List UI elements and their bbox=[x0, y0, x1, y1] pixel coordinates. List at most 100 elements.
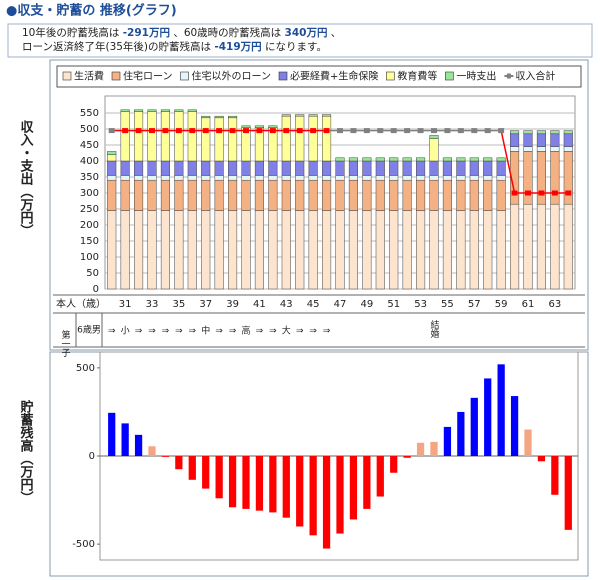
bar-segment bbox=[241, 125, 251, 128]
child-event: 大 bbox=[282, 325, 291, 337]
bar-segment bbox=[335, 179, 345, 211]
bar-segment bbox=[348, 157, 358, 162]
info-segment: 、60歳時の貯蓄残高は bbox=[170, 26, 285, 39]
bar-segment bbox=[442, 175, 452, 181]
bar-segment bbox=[510, 130, 520, 135]
bar-segment bbox=[174, 175, 184, 181]
x-tick-label: 57 bbox=[468, 299, 481, 310]
x-tick-label: 59 bbox=[495, 299, 508, 310]
y-tick-label: 100 bbox=[80, 252, 99, 263]
y-tick-label: 0 bbox=[93, 284, 99, 295]
bar-segment bbox=[536, 146, 546, 152]
bar bbox=[416, 442, 425, 456]
line-marker bbox=[229, 128, 236, 134]
line-marker bbox=[122, 128, 129, 134]
bar-segment bbox=[523, 130, 533, 135]
y-tick-label: 400 bbox=[80, 156, 99, 167]
info-segment: ローン返済終了年(35年後)の貯蓄残高は bbox=[22, 40, 214, 53]
bar-segment bbox=[268, 160, 278, 176]
row-label: 本人（歳） bbox=[56, 297, 106, 310]
bar-segment bbox=[563, 203, 573, 290]
bar-segment bbox=[375, 210, 385, 290]
line-marker bbox=[323, 128, 330, 134]
x-tick-label: 53 bbox=[414, 299, 427, 310]
child-event: ⇒ bbox=[215, 327, 223, 337]
line-marker bbox=[390, 128, 397, 134]
line-marker bbox=[363, 128, 370, 134]
child-event: ⇒ bbox=[269, 327, 277, 337]
bar-segment bbox=[389, 179, 399, 211]
bar-segment bbox=[335, 210, 345, 290]
y-axis-label: 貯蓄残高（万円） bbox=[18, 399, 35, 504]
bar-segment bbox=[254, 210, 264, 290]
y-tick-label: 500 bbox=[76, 363, 95, 374]
child-event: ⇒ bbox=[108, 327, 116, 337]
line-marker bbox=[149, 128, 155, 134]
bar-segment bbox=[483, 210, 493, 290]
info-box bbox=[7, 23, 593, 58]
y-tick-label: 250 bbox=[80, 204, 99, 215]
bar-segment bbox=[469, 179, 479, 211]
child-event: ⇒ bbox=[175, 327, 183, 337]
bar-segment bbox=[187, 175, 197, 181]
bar-segment bbox=[308, 115, 318, 162]
bar-segment bbox=[429, 210, 439, 290]
bar-segment bbox=[496, 160, 506, 176]
bar-segment bbox=[241, 160, 251, 176]
bar-segment bbox=[228, 175, 238, 181]
bar-segment bbox=[496, 179, 506, 211]
legend-swatch bbox=[506, 73, 511, 79]
bar-segment bbox=[174, 109, 184, 112]
bar bbox=[524, 429, 532, 456]
child-event: ⇒ bbox=[229, 327, 237, 337]
line-segment bbox=[500, 130, 516, 194]
bar-segment bbox=[187, 179, 197, 211]
bar-segment bbox=[362, 157, 372, 162]
bar bbox=[470, 397, 478, 456]
line-marker bbox=[337, 128, 343, 134]
line-marker bbox=[108, 128, 115, 134]
bar-segment bbox=[375, 179, 385, 211]
bar-segment bbox=[187, 109, 197, 112]
bar-segment bbox=[416, 160, 426, 176]
child-event: ⇒ bbox=[148, 327, 156, 337]
bar-segment bbox=[550, 151, 560, 205]
bar-segment bbox=[402, 160, 412, 176]
bar-segment bbox=[134, 109, 144, 112]
bar-segment bbox=[510, 203, 520, 290]
bar-segment bbox=[295, 210, 305, 290]
info-segment: になります。 bbox=[262, 41, 327, 53]
line-marker bbox=[538, 190, 545, 196]
child-detail: 6歳男 bbox=[77, 324, 101, 336]
bar-segment bbox=[281, 160, 291, 176]
bar-segment bbox=[483, 175, 493, 181]
bar-segment bbox=[402, 210, 412, 290]
bar-segment bbox=[174, 111, 184, 162]
bar-segment bbox=[416, 175, 426, 181]
line-marker bbox=[404, 128, 411, 134]
bar-segment bbox=[523, 133, 533, 147]
bar bbox=[430, 441, 438, 456]
x-tick-label: 43 bbox=[280, 299, 293, 310]
bar-segment bbox=[174, 210, 184, 290]
bar-segment bbox=[214, 117, 224, 162]
x-tick-label: 45 bbox=[307, 299, 320, 310]
bar-segment bbox=[550, 130, 560, 135]
bar bbox=[322, 456, 331, 549]
x-tick-label: 31 bbox=[119, 299, 132, 310]
child-event: ⇒ bbox=[296, 327, 304, 337]
bar-segment bbox=[416, 210, 426, 290]
bar-segment bbox=[442, 160, 452, 176]
bar-segment bbox=[120, 179, 130, 211]
bar-segment bbox=[281, 179, 291, 211]
info-value: 340万円 bbox=[285, 27, 328, 39]
bar-segment bbox=[335, 160, 345, 176]
bar-segment bbox=[120, 175, 130, 181]
bar-segment bbox=[268, 125, 278, 128]
bar-segment bbox=[456, 160, 466, 176]
bar-segment bbox=[174, 179, 184, 211]
line-marker bbox=[256, 128, 263, 134]
bar-segment bbox=[523, 146, 533, 152]
bar-segment bbox=[120, 109, 130, 112]
info-text: 10年後の貯蓄残高は -291万円 、60歳時の貯蓄残高は 340万円 、 bbox=[22, 26, 341, 39]
